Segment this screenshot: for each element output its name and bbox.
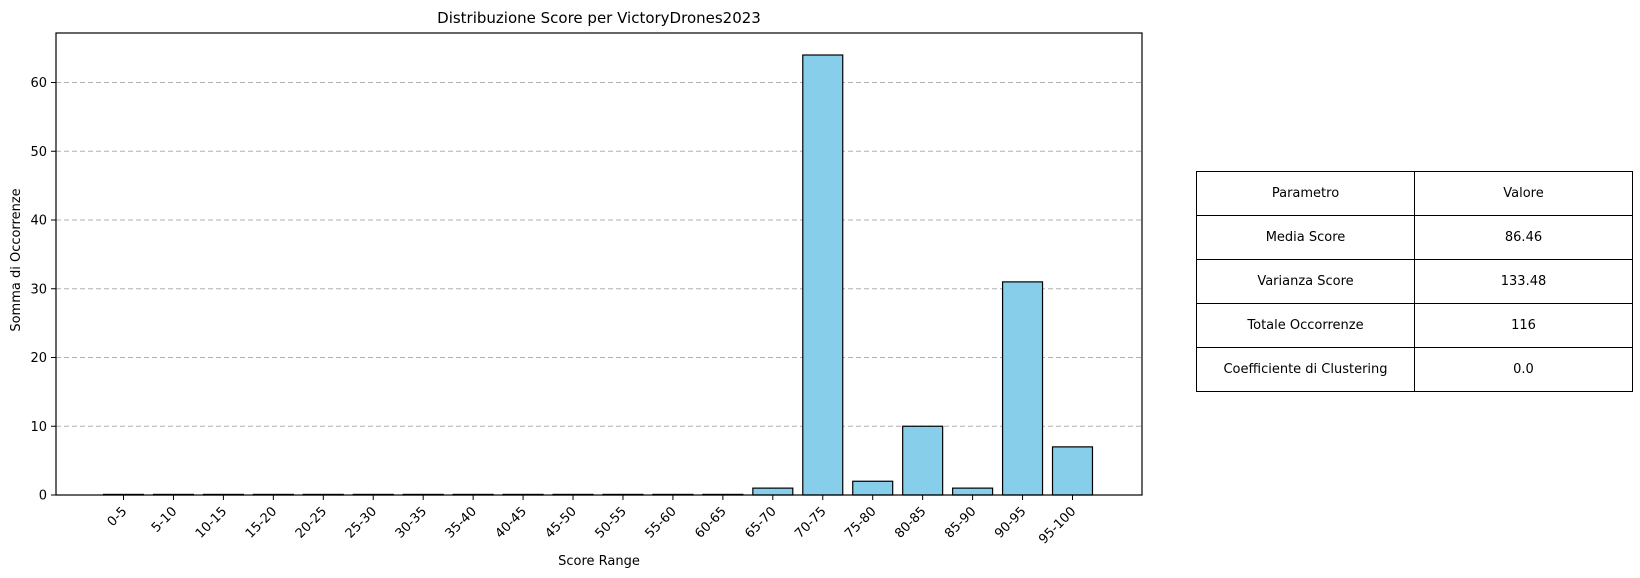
y-tick-label: 0 xyxy=(39,489,47,504)
x-tick-label: 70-75 xyxy=(792,504,829,541)
x-tick-label: 55-60 xyxy=(642,504,679,541)
x-axis-label: Score Range xyxy=(558,554,640,569)
table-cell-parameter: Coefficiente di Clustering xyxy=(1196,347,1415,392)
table-row: Totale Occorrenze 116 xyxy=(1196,303,1633,348)
x-tick-label: 20-25 xyxy=(293,504,330,541)
plot-frame xyxy=(55,32,1143,496)
y-tick-label: 50 xyxy=(30,145,47,160)
y-tick-label: 30 xyxy=(30,282,47,297)
table-cell-value: 86.46 xyxy=(1414,215,1633,260)
x-tick-label: 10-15 xyxy=(193,504,230,541)
table-header-cell: Parametro xyxy=(1196,171,1415,216)
x-tick-label: 25-30 xyxy=(343,504,380,541)
bar xyxy=(902,425,944,496)
y-tick-label: 40 xyxy=(30,214,47,229)
plot-area: 0 10 20 30 40 50 60 0-5 5-10 10-15 15-20 20-25 25-30… xyxy=(30,32,1143,547)
table-cell-parameter: Media Score xyxy=(1196,215,1415,260)
table-row: Coefficiente di Clustering 0.0 xyxy=(1196,347,1633,392)
y-tick-label: 60 xyxy=(30,76,47,91)
table-cell-value: 133.48 xyxy=(1414,259,1633,304)
x-tick-label: 95-100 xyxy=(1036,504,1079,547)
table-row: Varianza Score 133.48 xyxy=(1196,259,1633,304)
y-axis-label: Somma di Occorrenze xyxy=(9,188,24,331)
table-row: Media Score 86.46 xyxy=(1196,215,1633,260)
bar xyxy=(1001,281,1044,496)
x-tick-label: 30-35 xyxy=(393,504,430,541)
table-header-row: Parametro Valore xyxy=(1196,171,1633,216)
x-tick-label: 5-10 xyxy=(149,504,180,535)
x-tick-label: 40-45 xyxy=(493,504,530,541)
bar xyxy=(752,487,794,496)
x-tick-label: 35-40 xyxy=(443,504,480,541)
x-tick-label: 90-95 xyxy=(992,504,1029,541)
x-tick-label: 15-20 xyxy=(243,504,280,541)
parameters-table: Parametro Valore Media Score 86.46 Varia… xyxy=(1196,171,1633,392)
table-cell-value: 0.0 xyxy=(1414,347,1633,392)
x-tick-label: 65-70 xyxy=(742,504,779,541)
y-tick-label: 10 xyxy=(30,420,47,435)
bar xyxy=(852,480,894,496)
y-tick-label: 20 xyxy=(30,351,47,366)
x-tick-label: 85-90 xyxy=(942,504,979,541)
table-cell-parameter: Varianza Score xyxy=(1196,259,1415,304)
table-cell-parameter: Totale Occorrenze xyxy=(1196,303,1415,348)
x-tick-label: 75-80 xyxy=(842,504,879,541)
table-header-cell: Valore xyxy=(1414,171,1633,216)
x-tick-label: 50-55 xyxy=(592,504,629,541)
x-tick-label: 80-85 xyxy=(892,504,929,541)
x-tick-label: 60-65 xyxy=(692,504,729,541)
chart-title: Distribuzione Score per VictoryDrones202… xyxy=(437,9,761,27)
bar xyxy=(952,487,994,496)
bar xyxy=(802,54,844,496)
x-tick-label: 45-50 xyxy=(543,504,580,541)
bar xyxy=(1051,446,1094,496)
x-tick-label: 0-5 xyxy=(105,504,131,530)
table-cell-value: 116 xyxy=(1414,303,1633,348)
